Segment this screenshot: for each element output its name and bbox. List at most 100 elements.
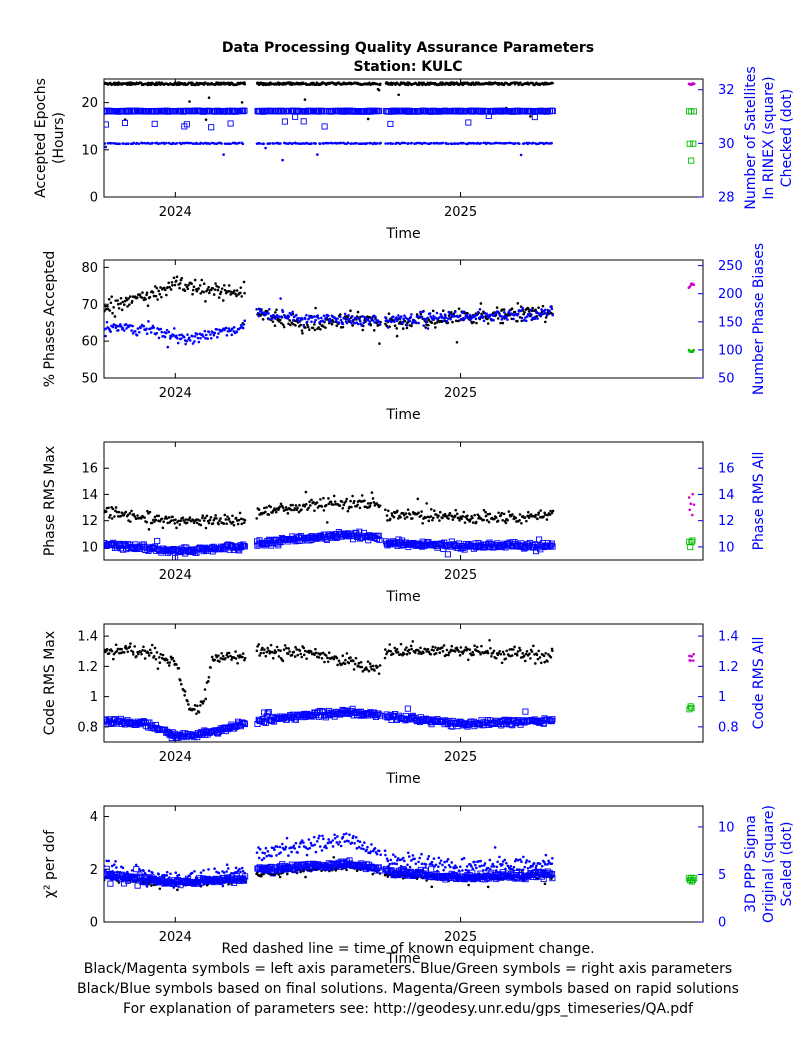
data-point-dot — [488, 521, 491, 524]
data-point-dot — [529, 312, 532, 315]
data-point-dot — [184, 289, 187, 292]
data-point-dot — [456, 341, 459, 344]
data-point-dot — [303, 505, 306, 508]
data-point-dot — [357, 323, 360, 326]
data-point-dot — [176, 275, 179, 278]
data-point-dot — [279, 649, 282, 652]
data-point-dot — [344, 313, 347, 316]
data-point-dot — [496, 142, 499, 145]
data-point-dot — [327, 314, 330, 317]
data-point-dot — [265, 655, 268, 658]
data-point-dot — [118, 511, 121, 514]
data-point-dot — [386, 514, 389, 517]
data-point-dot — [493, 314, 496, 317]
data-point-dot — [228, 652, 231, 655]
data-point-dot — [137, 653, 140, 656]
data-point-dot — [362, 322, 365, 325]
data-point-dot — [546, 518, 549, 521]
data-point-dot — [525, 319, 528, 322]
data-point-dot — [272, 142, 275, 145]
data-point-dot — [473, 514, 476, 517]
data-point-dot — [550, 142, 553, 145]
data-point-dot — [310, 320, 313, 323]
data-point-dot — [441, 517, 444, 520]
data-point-dot — [191, 293, 194, 296]
data-point-dot — [432, 310, 435, 313]
data-point-dot — [192, 142, 195, 145]
data-point-dot — [267, 312, 270, 315]
data-point-dot — [483, 320, 486, 323]
data-point-dot — [194, 704, 197, 707]
data-point-dot — [512, 648, 515, 651]
y2-axis-label: Checked (dot) — [779, 89, 795, 187]
data-point-dot — [441, 646, 444, 649]
data-point-dot — [279, 142, 282, 145]
data-point-dot — [213, 293, 216, 296]
data-point-dot — [160, 328, 163, 331]
data-point-dot — [458, 315, 461, 318]
data-point-dot — [216, 328, 219, 331]
data-point-dot — [208, 96, 211, 99]
data-point-dot — [279, 876, 282, 879]
data-point-dot — [497, 511, 500, 514]
data-point-dot — [431, 519, 434, 522]
data-point-dot — [111, 650, 114, 653]
data-point-dot — [486, 519, 489, 522]
data-point-dot — [105, 510, 108, 513]
data-point-dot — [518, 647, 521, 650]
data-point-dot — [243, 281, 246, 284]
data-point-dot — [317, 317, 320, 320]
data-point-dot — [517, 313, 520, 316]
data-point-dot — [373, 669, 376, 672]
data-point-dot — [104, 146, 107, 149]
data-point-dot — [384, 316, 387, 319]
x-axis-label: Time — [385, 407, 420, 423]
data-point-dot — [521, 652, 524, 655]
y2-axis-label: Number of Satellites — [743, 66, 759, 209]
data-point-dot — [460, 517, 463, 520]
y2-tick-label: 10 — [718, 820, 735, 835]
data-point-dot — [524, 660, 527, 663]
data-point-dot — [197, 337, 200, 340]
data-point-dot — [484, 511, 487, 514]
data-point-dot — [295, 314, 298, 317]
data-point-dot — [458, 519, 461, 522]
data-point-dot — [165, 142, 168, 145]
data-point-dot — [205, 334, 208, 337]
data-point-dot — [131, 325, 134, 328]
data-point-dot — [384, 142, 387, 145]
data-point-dot — [531, 650, 534, 653]
data-point-dot — [435, 652, 438, 655]
x-tick-label: 2024 — [159, 205, 192, 220]
data-point-dot — [121, 309, 124, 312]
y2-tick-label: 1.4 — [718, 630, 739, 645]
data-point-dot — [182, 516, 185, 519]
data-point-dot — [335, 324, 338, 327]
data-point-dot — [159, 887, 162, 890]
data-point-dot — [406, 653, 409, 656]
y2-tick-label: 1 — [718, 690, 726, 705]
data-point-dot — [186, 333, 189, 336]
data-point-dot — [350, 506, 353, 509]
data-point-dot — [497, 317, 500, 320]
data-point-dot — [436, 312, 439, 315]
data-point-dot — [231, 515, 234, 518]
data-point-dot — [420, 510, 423, 513]
data-point-dot — [539, 509, 542, 512]
data-point-dot — [226, 515, 229, 518]
data-point-dot — [129, 645, 132, 648]
data-point-dot — [410, 142, 413, 145]
data-point-dot — [185, 518, 188, 521]
data-point-dot — [112, 658, 115, 661]
data-point-dot — [432, 517, 435, 520]
data-point-dot — [305, 491, 308, 494]
y-axis-label: Phase RMS Max — [42, 446, 58, 556]
data-point-dot — [399, 516, 402, 519]
data-point-dot — [517, 302, 520, 305]
data-point-dot — [326, 657, 329, 660]
data-point-dot — [332, 503, 335, 506]
data-point-dot — [162, 520, 165, 523]
data-point-dot — [138, 142, 141, 145]
